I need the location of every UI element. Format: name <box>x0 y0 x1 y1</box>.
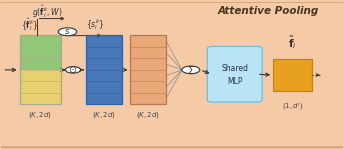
Circle shape <box>65 67 80 73</box>
Text: $g(\hat{\mathbf{f}}_i^k, W)$: $g(\hat{\mathbf{f}}_i^k, W)$ <box>32 3 62 20</box>
Bar <box>130 35 166 104</box>
Bar <box>86 47 122 58</box>
Bar <box>20 47 61 58</box>
Text: $\{\hat{\mathbf{f}}_i^k\}$: $\{\hat{\mathbf{f}}_i^k\}$ <box>21 16 39 33</box>
Bar <box>20 58 61 70</box>
Bar <box>86 35 122 104</box>
Bar <box>86 58 122 70</box>
Text: $\odot$: $\odot$ <box>68 64 78 75</box>
Text: MLP: MLP <box>227 77 243 86</box>
Text: $(K, 2d)$: $(K, 2d)$ <box>92 110 116 120</box>
Bar <box>86 70 122 81</box>
Bar <box>86 35 122 47</box>
Bar <box>130 58 166 70</box>
Text: $(K, 2d)$: $(K, 2d)$ <box>28 110 52 120</box>
Circle shape <box>182 66 200 74</box>
FancyBboxPatch shape <box>207 46 262 102</box>
Text: $\Sigma$: $\Sigma$ <box>187 64 195 76</box>
Bar <box>20 35 61 104</box>
Text: $\tilde{\mathbf{f}}_i$: $\tilde{\mathbf{f}}_i$ <box>289 34 297 51</box>
FancyBboxPatch shape <box>0 2 344 148</box>
Bar <box>130 93 166 104</box>
Bar <box>130 70 166 81</box>
Bar <box>130 81 166 93</box>
Text: $\{s_i^k\}$: $\{s_i^k\}$ <box>86 17 105 32</box>
Text: Shared: Shared <box>221 64 248 73</box>
Bar <box>273 59 312 91</box>
Text: s: s <box>65 27 70 36</box>
Bar <box>20 70 61 81</box>
Text: Attentive Pooling: Attentive Pooling <box>217 6 319 16</box>
Bar <box>20 81 61 93</box>
Bar <box>86 93 122 104</box>
Bar <box>86 81 122 93</box>
Text: $(1, d')$: $(1, d')$ <box>282 102 303 113</box>
Bar <box>130 35 166 47</box>
Text: $(K, 2d)$: $(K, 2d)$ <box>136 110 160 120</box>
Bar <box>20 93 61 104</box>
Bar <box>20 35 61 47</box>
Circle shape <box>58 28 77 36</box>
Bar <box>130 47 166 58</box>
